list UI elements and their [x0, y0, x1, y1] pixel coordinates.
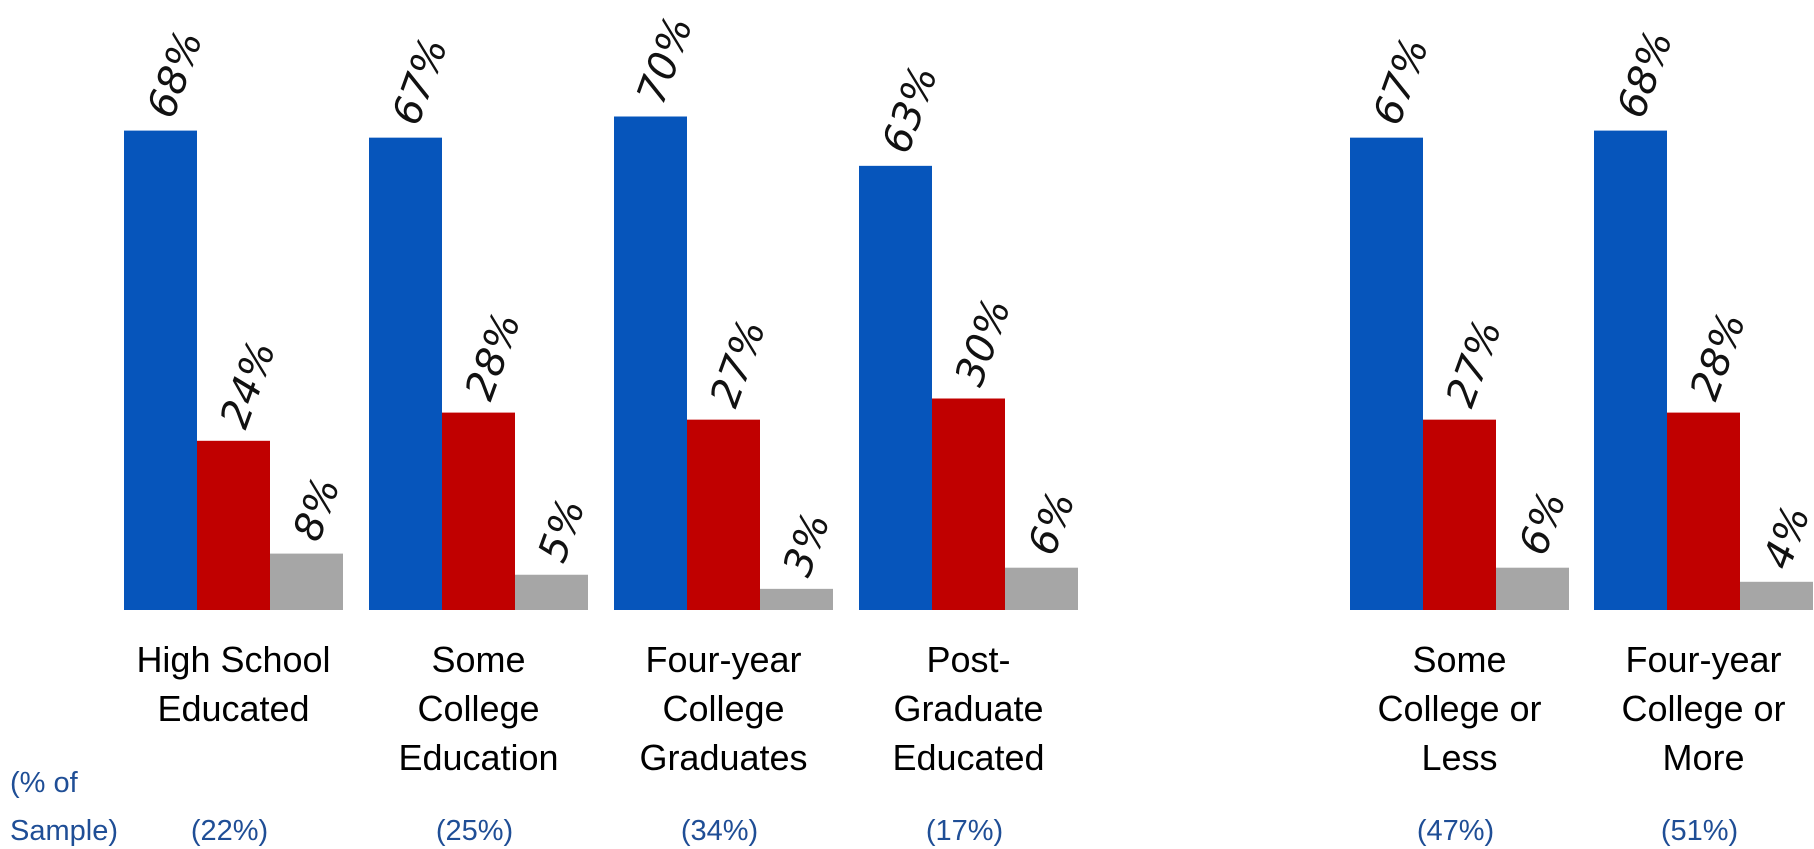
- category-label-4: Post- Graduate Educated: [892, 639, 1044, 778]
- bar-6-red: [1667, 412, 1740, 610]
- value-label-3-red: 27%: [702, 314, 776, 413]
- category-label-4-line-1: Post-: [926, 639, 1010, 680]
- bar-2-red: [442, 412, 515, 610]
- category-label-6-line-2: College or: [1621, 688, 1785, 729]
- bar-4-blue: [859, 165, 932, 610]
- value-label-6-gray: 4%: [1755, 500, 1814, 575]
- bar-1-blue: [124, 130, 197, 610]
- category-label-5-line-2: College or: [1377, 688, 1541, 729]
- value-label-4-gray: 6%: [1020, 486, 1085, 561]
- category-label-4-line-2: Graduate: [893, 688, 1043, 729]
- category-label-3: Four-year College Graduates: [639, 639, 807, 778]
- sample-label-line-2: Sample): [10, 815, 118, 847]
- sample-value-6: (51%): [1661, 815, 1738, 847]
- sample-value-4: (17%): [926, 815, 1003, 847]
- category-label-3-line-3: Graduates: [639, 737, 807, 778]
- bar-1-red: [197, 440, 270, 610]
- value-label-3-blue: 70%: [629, 11, 703, 110]
- category-label-1-line-2: Educated: [157, 688, 309, 729]
- value-label-5-red: 27%: [1438, 314, 1512, 413]
- category-label-2-line-1: Some: [431, 639, 525, 680]
- category-labels-layer: High School Educated Some College Education F…: [136, 639, 1785, 778]
- value-label-5-blue: 67%: [1365, 32, 1439, 131]
- bar-1-gray: [270, 553, 343, 610]
- value-label-5-gray: 6%: [1511, 486, 1576, 561]
- category-label-1: High School Educated: [136, 639, 330, 729]
- bar-4-red: [932, 398, 1005, 610]
- category-label-6-line-1: Four-year: [1625, 639, 1781, 680]
- sample-label-line-1: (% of: [10, 767, 79, 799]
- value-label-6-blue: 68%: [1609, 25, 1683, 124]
- category-label-5: Some College or Less: [1377, 639, 1541, 778]
- category-label-2-line-2: College: [417, 688, 539, 729]
- value-label-4-blue: 63%: [874, 60, 948, 159]
- bar-3-gray: [760, 588, 833, 610]
- sample-label: (% of Sample): [10, 767, 118, 847]
- category-label-1-line-1: High School: [136, 639, 330, 680]
- value-label-2-blue: 67%: [384, 32, 458, 131]
- category-label-4-line-3: Educated: [892, 737, 1044, 778]
- value-label-1-blue: 68%: [139, 25, 213, 124]
- category-label-2: Some College Education: [398, 639, 558, 778]
- sample-value-5: (47%): [1417, 815, 1494, 847]
- value-label-6-red: 28%: [1682, 307, 1756, 406]
- sample-value-1: (22%): [191, 815, 268, 847]
- category-label-2-line-3: Education: [398, 737, 558, 778]
- value-label-2-red: 28%: [457, 307, 531, 406]
- bar-4-gray: [1005, 567, 1078, 610]
- category-label-6-line-3: More: [1662, 737, 1744, 778]
- category-label-3-line-1: Four-year: [645, 639, 801, 680]
- bar-5-blue: [1350, 137, 1423, 610]
- bar-2-blue: [369, 137, 442, 610]
- value-label-3-gray: 3%: [775, 507, 840, 582]
- category-label-6: Four-year College or More: [1621, 639, 1785, 778]
- bar-5-gray: [1496, 567, 1569, 610]
- bar-6-blue: [1594, 130, 1667, 610]
- sample-value-2: (25%): [436, 815, 513, 847]
- bar-3-red: [687, 419, 760, 610]
- bar-2-gray: [515, 574, 588, 610]
- bar-3-blue: [614, 116, 687, 610]
- bar-6-gray: [1740, 581, 1813, 610]
- category-label-3-line-2: College: [662, 688, 784, 729]
- bar-5-red: [1423, 419, 1496, 610]
- sample-value-3: (34%): [681, 815, 758, 847]
- sample-labels-layer: (22%) (25%) (34%) (17%) (47%) (51%): [191, 815, 1738, 847]
- bars-layer: [124, 116, 1813, 610]
- value-label-1-red: 24%: [212, 335, 286, 434]
- value-label-2-gray: 5%: [530, 493, 595, 568]
- value-label-4-red: 30%: [947, 293, 1021, 392]
- category-label-5-line-1: Some: [1412, 639, 1506, 680]
- category-label-5-line-3: Less: [1421, 737, 1497, 778]
- value-label-1-gray: 8%: [285, 472, 350, 547]
